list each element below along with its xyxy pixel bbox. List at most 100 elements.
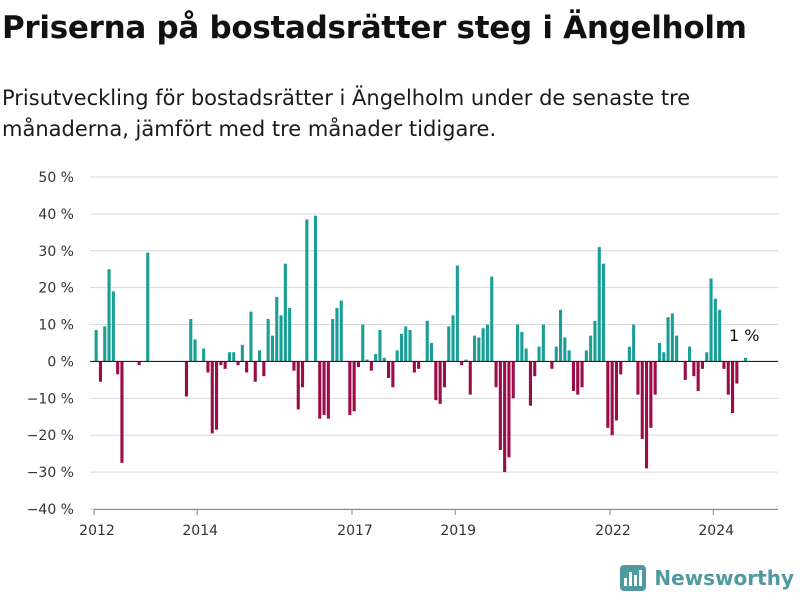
bar [619,361,623,375]
bar [215,361,219,430]
bar [662,352,666,362]
chart-title: Priserna på bostadsrätter steg i Ängelho… [2,10,747,46]
y-tick-label: −20 % [27,428,74,444]
x-tick-label: 2019 [440,523,476,539]
bar [288,307,292,362]
bar [481,328,485,362]
bar [731,361,735,414]
x-tick-label: 2012 [79,523,115,539]
newsworthy-wordmark: Newsworthy [654,566,794,590]
x-tick-label: 2017 [337,523,373,539]
bar [743,357,747,362]
bar [451,315,455,362]
bar [473,335,477,362]
bar [709,278,713,362]
bar [391,361,395,388]
bar [258,350,262,362]
bar [563,337,567,362]
bar [137,361,141,366]
bar [253,361,257,382]
x-tick-label: 2022 [595,523,631,539]
bar [494,361,498,388]
bar [490,276,494,362]
bar [460,361,464,366]
bar [270,335,274,362]
bar [387,361,391,379]
bar [404,326,408,362]
bar [520,331,524,362]
bar [576,361,580,395]
bar [614,361,618,421]
bar [524,348,528,362]
bar [700,361,704,369]
bar [675,335,679,362]
bar [146,252,150,362]
bar [705,352,709,362]
bar [223,361,227,369]
bar [296,361,300,410]
bar [331,319,335,362]
y-tick-label: −40 % [27,502,74,518]
bar [666,317,670,362]
bar [589,335,593,362]
bar [352,361,356,412]
bar [636,361,640,395]
y-tick-label: 20 % [38,281,74,297]
bar [107,269,111,362]
bar [313,215,317,362]
bar [610,361,614,436]
bar [236,361,240,366]
y-tick-label: −10 % [27,391,74,407]
bar [348,361,352,415]
bar [335,307,339,362]
bar [369,361,373,371]
bar [511,361,515,399]
bar [567,350,571,362]
bar [696,361,700,391]
bar [210,361,214,434]
bar [692,361,696,377]
bar [219,361,223,366]
bar [412,361,416,373]
bar [533,361,537,377]
bar [262,361,266,377]
bar [503,361,507,473]
bar [541,324,545,362]
bar [305,219,309,362]
y-tick-label: 30 % [38,244,74,260]
bar [399,333,403,362]
bar [103,326,107,362]
bar [645,361,649,469]
bar [245,361,249,373]
bar [722,361,726,369]
bar [94,330,98,362]
bar [528,361,532,406]
x-tick-label: 2014 [182,523,218,539]
bar [339,300,343,362]
bar [550,361,554,369]
bar [670,313,674,362]
bar [116,361,120,375]
bar [627,346,631,362]
x-tick-label: 2024 [698,523,734,539]
bar [425,320,429,362]
bar [283,263,287,362]
bar [227,352,231,362]
bar [537,346,541,362]
y-tick-label: 10 % [38,318,74,334]
bar [193,339,197,362]
bar [507,361,511,458]
bar [202,348,206,362]
bar [120,361,124,463]
bar [602,263,606,362]
bar [408,330,412,362]
axes: −40 % −30 % −20 % −10 % 0 % 10 % 20 % 30 % 40 % 5… [27,170,778,539]
bar [430,343,434,362]
bar [378,330,382,362]
bar [640,361,644,439]
bar [322,361,326,415]
bar [365,359,369,362]
bar [718,309,722,362]
bar [580,361,584,388]
